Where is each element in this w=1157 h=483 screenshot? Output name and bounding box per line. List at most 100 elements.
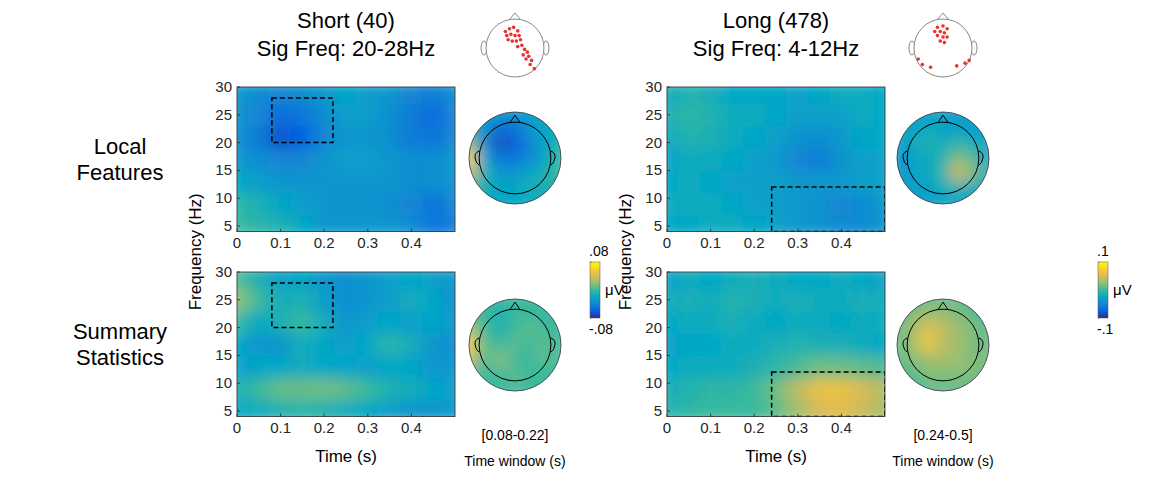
- topomap-cell: [889, 196, 905, 212]
- topomap-cell: [522, 352, 538, 368]
- significance-box: [772, 372, 885, 416]
- y-tick-label: 5: [654, 402, 662, 419]
- heatmap-cell: [667, 192, 678, 215]
- electrode: [945, 27, 949, 31]
- electrode: [929, 65, 933, 69]
- y-tick-label: 20: [215, 319, 232, 336]
- heatmap-cell: [237, 170, 248, 193]
- head-outline: [486, 19, 544, 77]
- time-window-title: Time window (s): [892, 453, 993, 469]
- topomap-cell: [461, 104, 477, 120]
- electrode: [513, 34, 517, 38]
- heatmap-cell: [247, 148, 270, 171]
- topomap: [889, 104, 997, 212]
- electrode: [955, 64, 959, 68]
- nose: [510, 115, 520, 123]
- y-tick-label: 30: [215, 263, 232, 280]
- y-tick-label: 25: [215, 291, 232, 308]
- topomap-cell: [461, 306, 477, 322]
- electrode: [521, 53, 525, 57]
- heatmap-cell: [874, 170, 885, 193]
- x-tick: [710, 229, 711, 232]
- electrode: [524, 57, 528, 61]
- ear: [551, 338, 555, 352]
- y-tick-label: 15: [645, 346, 662, 363]
- x-tick: [280, 229, 281, 232]
- heatmap-cell: [874, 214, 885, 231]
- topomap-cell: [461, 119, 477, 135]
- heatmap-cell: [721, 333, 744, 356]
- x-tick: [237, 229, 238, 232]
- heatmap-cell: [237, 214, 248, 231]
- topomap-cell: [476, 165, 492, 181]
- heatmap-cell: [237, 87, 248, 104]
- y-tick: [667, 411, 670, 412]
- heatmap-cell: [269, 272, 292, 289]
- heatmap-cell: [786, 214, 809, 231]
- topomap-cell: [507, 368, 523, 384]
- heatmap-cell: [356, 192, 379, 215]
- topomap-cell: [461, 165, 477, 181]
- heatmap-cell: [699, 103, 722, 126]
- heatmap-cell: [874, 355, 885, 378]
- heatmap-cell: [699, 272, 722, 289]
- y-tick-label: 20: [215, 134, 232, 151]
- topomap-cell: [476, 291, 492, 307]
- heatmap-cell: [677, 192, 700, 215]
- topomap-cell: [553, 165, 569, 181]
- topomap-cell: [492, 337, 508, 353]
- colorbar-tick: [590, 262, 592, 263]
- heatmap-cell: [247, 87, 270, 104]
- topomap-cell: [507, 150, 523, 166]
- heatmap-cell: [422, 148, 445, 171]
- heatmap-cell: [422, 310, 445, 333]
- topomap-cell: [950, 181, 966, 197]
- heatmap-cell: [400, 288, 423, 311]
- topomap-cell: [981, 291, 997, 307]
- colorbar-tick-label: -.08: [589, 321, 613, 337]
- topomap-cell: [920, 291, 936, 307]
- topomap-cell: [966, 322, 982, 338]
- topomap-cell: [538, 104, 554, 120]
- heatmap-cell: [699, 333, 722, 356]
- heatmap-cell: [313, 192, 336, 215]
- heatmap-cell: [808, 377, 831, 400]
- heatmap-cell: [378, 170, 401, 193]
- ear: [903, 338, 907, 352]
- heatmap-cell: [874, 333, 885, 356]
- heatmap-cell: [677, 214, 700, 231]
- x-tick-label: 0: [663, 234, 671, 251]
- heatmap-cell: [765, 272, 788, 289]
- topomap-cell: [904, 291, 920, 307]
- heatmap-cell: [721, 125, 744, 148]
- topomap-cell: [476, 104, 492, 120]
- heatmap-cell: [699, 87, 722, 104]
- heatmap-cell: [335, 125, 358, 148]
- y-tick-label: 25: [215, 106, 232, 123]
- heatmap-cell: [765, 170, 788, 193]
- heatmap-cell: [874, 192, 885, 215]
- x-tick: [797, 229, 798, 232]
- heatmap-cell: [667, 333, 678, 356]
- heatmap-cell: [444, 377, 455, 400]
- heatmap-cell: [721, 377, 744, 400]
- heatmap-cell: [335, 272, 358, 289]
- topomap-cell: [904, 196, 920, 212]
- heatmap-cell: [786, 288, 809, 311]
- heatmap-cell: [874, 125, 885, 148]
- x-tick: [667, 414, 668, 417]
- heatmap-cell: [667, 399, 678, 416]
- heatmap-cell: [291, 214, 314, 231]
- heatmap-cell: [247, 125, 270, 148]
- topomap-cell: [538, 383, 554, 399]
- heatmap-cell: [721, 214, 744, 231]
- topomap-cell: [507, 306, 523, 322]
- significance-box: [772, 187, 885, 231]
- topomap-cell: [522, 165, 538, 181]
- heatmap-cell: [378, 399, 401, 416]
- heatmap-cell: [743, 272, 766, 289]
- topomap-cell: [553, 352, 569, 368]
- heatmap-cell: [237, 148, 248, 171]
- topomap-cell: [538, 322, 554, 338]
- topomap-cell: [904, 135, 920, 151]
